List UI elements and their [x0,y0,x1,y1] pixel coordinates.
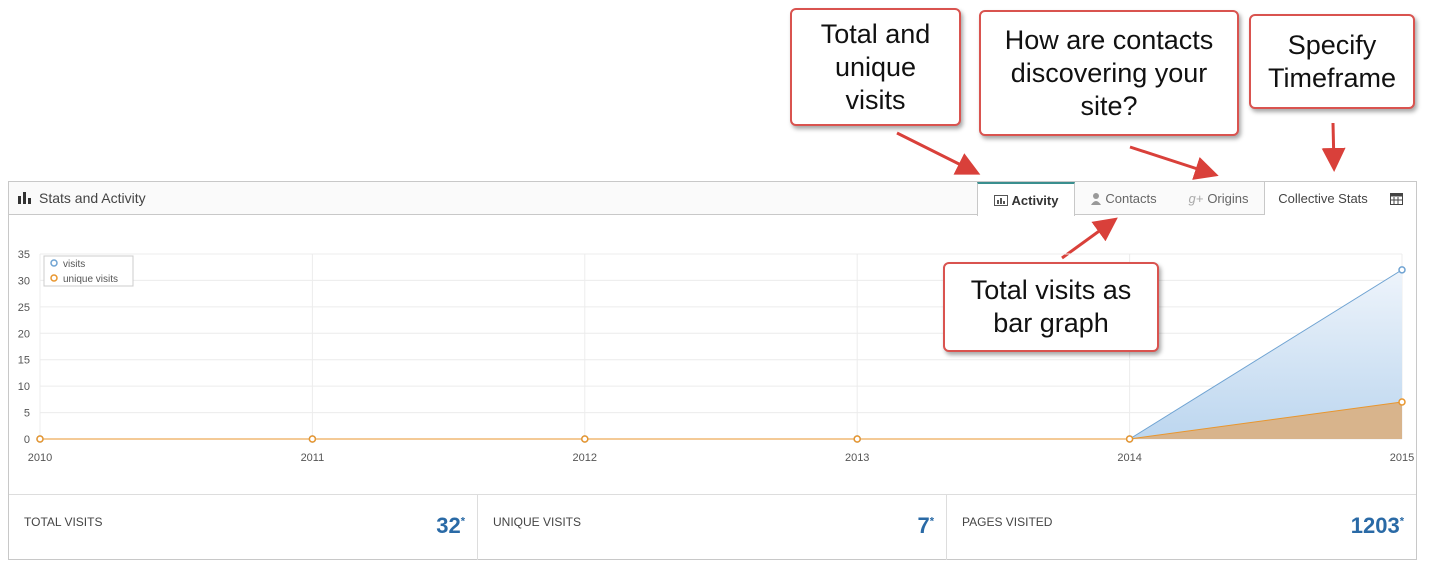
legend-marker [50,274,58,282]
point [1398,266,1406,274]
tab-collective[interactable]: Collective Stats [1264,182,1416,215]
point [1125,435,1134,443]
value: 1203 [1350,513,1400,538]
point [36,435,44,443]
area [40,269,1402,439]
x-tick-label: 2010 [28,452,52,464]
tab-label: Collective Stats [1278,191,1368,206]
stat-card: PAGES VISITED 1203* [947,494,1416,560]
callout: Total and unique visits [790,8,961,126]
icon [1091,192,1102,205]
point [308,435,317,443]
x-tick-label: 2011 [301,452,325,464]
arrow [1061,217,1118,260]
legend-label: visits [63,259,85,270]
y-tick-label: 35 [18,249,30,261]
callout: Specify Timeframe [1249,14,1415,109]
legend-box [43,255,134,287]
legend-label: unique visits [63,274,118,285]
x-tick-label: 2015 [1390,452,1414,464]
stat-value: 1203* [1351,513,1404,539]
area [40,402,1402,439]
note: * [929,515,934,528]
x-tick-label: 2014 [1117,452,1141,464]
value: 7 [917,513,930,538]
x-tick-label: 2013 [845,452,869,464]
stat-label: UNIQUE VISITS [493,515,582,529]
value: 32 [436,513,461,538]
tab-contacts[interactable]: Contacts [1075,182,1173,215]
point [853,435,861,443]
y-tick-label: 25 [18,302,30,314]
point [581,435,589,443]
tab-label: Activity [1011,192,1059,208]
bar-icon [18,192,31,204]
x-tick-label: 2012 [573,452,597,464]
y-tick-label: 30 [18,275,30,287]
calendar-icon [1389,193,1403,205]
stat-value: 32* [436,513,465,539]
note: * [1399,515,1404,528]
tab-label: Contacts [1105,191,1157,206]
icon: g+ [1188,191,1204,206]
point [1398,398,1406,406]
stat-card: TOTAL VISITS 32* [9,494,478,560]
callout: Total visits as bar graph [943,262,1159,352]
stat-label: PAGES VISITED [962,515,1053,529]
arrow [1129,145,1219,180]
line [40,401,1403,440]
icon [993,194,1008,206]
y-tick-label: 15 [18,355,30,367]
legend-marker [50,259,58,267]
arrow [1321,122,1346,172]
arrows [896,122,1346,260]
stat-label: TOTAL VISITS [24,515,103,529]
note: * [460,515,465,528]
y-tick-label: 10 [18,381,30,393]
stat-card: UNIQUE VISITS 7* [478,494,947,560]
arrow [896,131,981,175]
y-tick-label: 5 [24,408,30,420]
panel-header: Stats and Activity Activity Contacts g+ O… [9,182,1416,216]
y-tick-label: 20 [18,328,30,340]
stat-value: 7* [917,513,934,539]
tab-origins[interactable]: g+ Origins [1173,182,1264,215]
panel-title: Stats and Activity [39,190,146,206]
tab-activity[interactable]: Activity [977,182,1075,216]
callout: How are contacts discovering your site? [979,10,1239,136]
tab-label: Origins [1207,191,1249,206]
y-tick-label: 0 [24,434,30,446]
stats-panel: Stats and Activity Activity Contacts g+ O… [8,181,1417,560]
